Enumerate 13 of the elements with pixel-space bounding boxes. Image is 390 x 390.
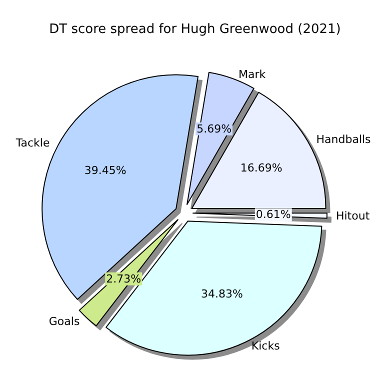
data-label: 39.45% (84, 164, 126, 177)
data-label: 5.69% (196, 122, 232, 136)
slice-label: Goals (48, 314, 80, 328)
slice-label: Mark (238, 68, 266, 82)
chart-title: DT score spread for Hugh Greenwood (2021) (49, 22, 341, 37)
data-label: 0.61% (256, 208, 291, 222)
slice-label: Tackle (14, 136, 50, 150)
data-label: 34.83% (200, 287, 243, 300)
data-label: 16.69% (240, 162, 282, 175)
slice-label: Hitout (336, 209, 370, 222)
slice-label: Handballs (316, 132, 372, 146)
slice-label: Kicks (251, 340, 280, 353)
data-label: 2.73% (106, 272, 142, 286)
